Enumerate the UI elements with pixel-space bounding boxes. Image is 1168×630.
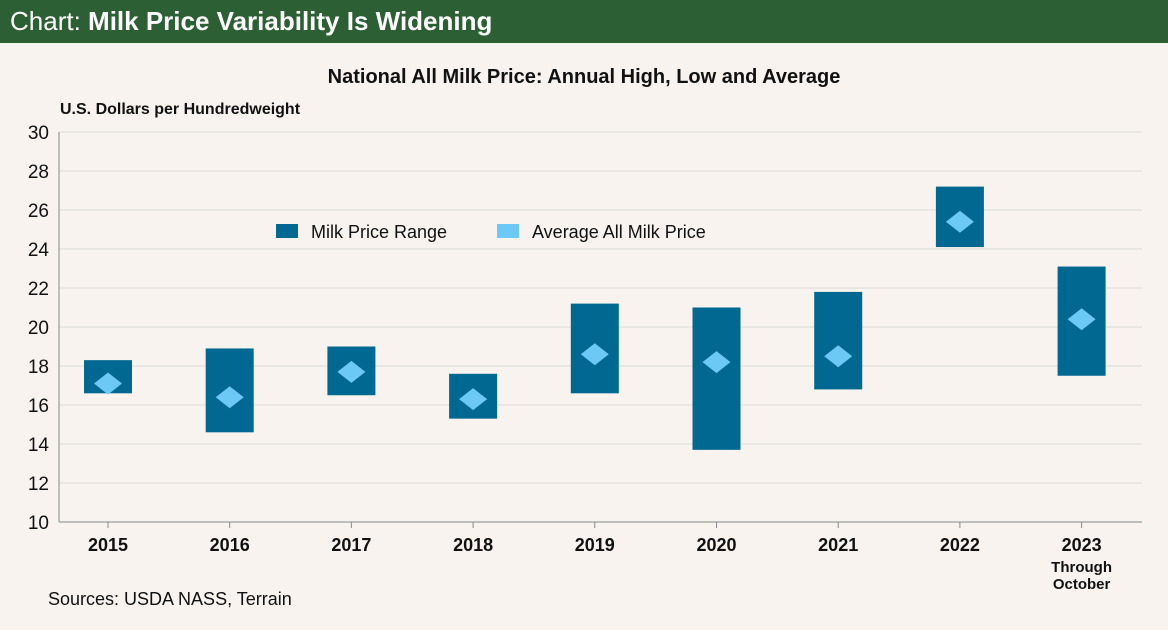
y-tick-label: 28 bbox=[28, 162, 49, 183]
legend-marker-range bbox=[276, 224, 298, 238]
average-marker-2021 bbox=[824, 345, 853, 368]
x-tick-label: 2023 bbox=[1062, 535, 1102, 555]
x-tick-label: 2021 bbox=[818, 535, 858, 555]
x-tick-note: Through bbox=[1051, 559, 1112, 576]
y-tick-label: 20 bbox=[28, 318, 49, 339]
average-marker-2019 bbox=[580, 343, 609, 366]
chart-header: Chart: Milk Price Variability Is Widenin… bbox=[0, 0, 1168, 43]
average-marker-2015 bbox=[94, 372, 122, 395]
x-tick-label: 2017 bbox=[331, 535, 371, 555]
header-prefix: Chart: bbox=[10, 6, 81, 36]
y-tick-label: 12 bbox=[28, 474, 49, 495]
y-tick-label: 16 bbox=[28, 396, 49, 417]
legend-label-range: Milk Price Range bbox=[311, 222, 447, 242]
range-bar-2020 bbox=[692, 307, 741, 450]
average-marker-2016 bbox=[215, 386, 244, 409]
y-tick-label: 26 bbox=[28, 201, 49, 222]
y-tick-label: 24 bbox=[28, 240, 50, 261]
x-tick-label: 2019 bbox=[575, 535, 615, 555]
x-tick-note: October bbox=[1053, 576, 1111, 593]
average-marker-2020 bbox=[702, 351, 731, 374]
x-tick-label: 2018 bbox=[453, 535, 493, 555]
y-tick-label: 22 bbox=[28, 279, 49, 300]
x-tick-label: 2020 bbox=[696, 535, 736, 555]
average-marker-2017 bbox=[337, 360, 366, 383]
average-marker-2018 bbox=[459, 388, 488, 411]
y-tick-label: 10 bbox=[28, 513, 49, 534]
y-axis-label: U.S. Dollars per Hundredweight bbox=[60, 101, 301, 118]
y-tick-label: 18 bbox=[28, 357, 49, 378]
chart-title: National All Milk Price: Annual High, Lo… bbox=[327, 66, 841, 88]
y-tick-label: 30 bbox=[28, 123, 49, 144]
average-marker-2023 bbox=[1067, 308, 1096, 331]
legend-label-average: Average All Milk Price bbox=[532, 222, 706, 242]
x-tick-label: 2022 bbox=[940, 535, 980, 555]
source-note: Sources: USDA NASS, Terrain bbox=[48, 589, 292, 609]
y-tick-label: 14 bbox=[28, 435, 50, 456]
header-title: Milk Price Variability Is Widening bbox=[88, 6, 493, 36]
x-tick-label: 2016 bbox=[210, 535, 250, 555]
legend-marker-average bbox=[497, 224, 519, 238]
range-bar-2021 bbox=[814, 291, 863, 390]
x-tick-label: 2015 bbox=[88, 535, 128, 555]
average-marker-2022 bbox=[945, 210, 974, 233]
